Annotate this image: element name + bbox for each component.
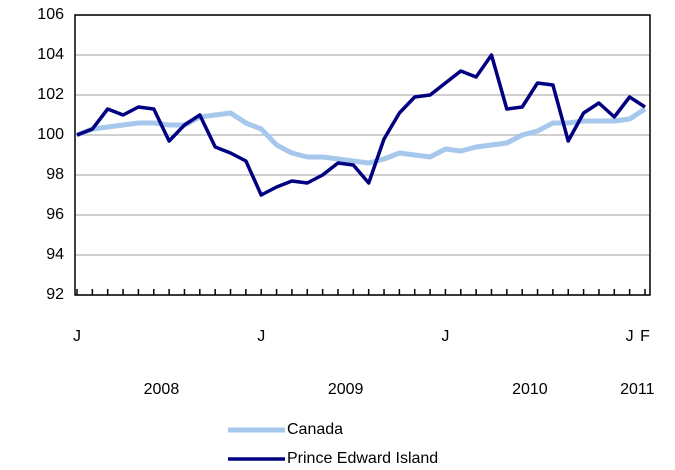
y-tick-label: 100: [37, 126, 64, 143]
y-tick-label: 98: [46, 166, 64, 183]
line-series: [76, 106, 647, 166]
legend-label: Prince Edward Island: [287, 450, 438, 467]
x-tick-label: J: [257, 328, 265, 345]
legend-label: Canada: [287, 421, 343, 438]
y-tick-label: 96: [46, 206, 64, 223]
year-label: 2010: [512, 381, 548, 398]
x-tick-label: J: [73, 328, 81, 345]
year-label: 2011: [620, 381, 655, 398]
x-tick-label: F: [640, 328, 650, 345]
x-tick-label: J: [626, 328, 634, 345]
plot-border: [74, 14, 651, 296]
year-label: 2008: [144, 381, 180, 398]
line-series: [76, 53, 646, 197]
y-tick-label: 106: [37, 6, 64, 23]
y-tick-label: 92: [46, 286, 64, 303]
y-tick-label: 102: [37, 86, 64, 103]
x-tick-label: J: [441, 328, 449, 345]
y-tick-label: 104: [37, 46, 64, 63]
year-label: 2009: [328, 381, 364, 398]
y-tick-label: 94: [46, 246, 64, 263]
